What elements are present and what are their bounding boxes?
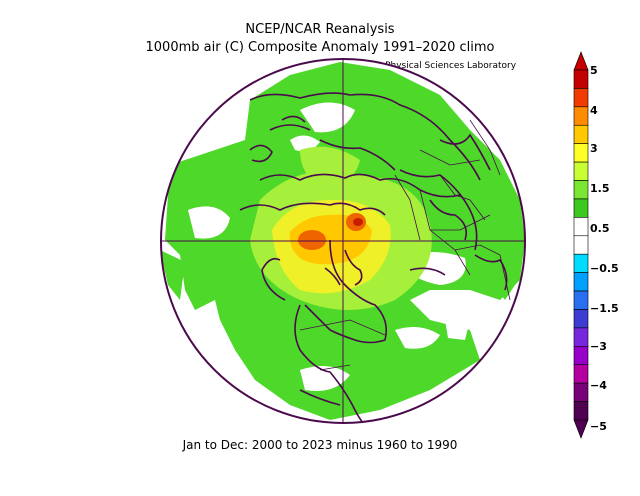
colorbar-swatch	[573, 253, 589, 273]
colorbar-label: 5	[590, 64, 598, 77]
colorbar: 5 4 3 1.5 0.5 −0.5 −1.5 −3 −4 −5	[573, 51, 619, 439]
colorbar-swatch	[573, 346, 589, 366]
colorbar-swatch	[573, 272, 589, 292]
colorbar-swatch	[573, 180, 589, 200]
anomaly-hotspot-1	[298, 230, 326, 250]
colorbar-swatch	[573, 217, 589, 237]
colorbar-swatch	[573, 401, 589, 421]
colorbar-arrow-bottom	[573, 419, 589, 439]
colorbar-swatch	[573, 106, 589, 126]
borders	[299, 119, 511, 371]
colorbar-label: 0.5	[590, 222, 610, 235]
chart-title: NCEP/NCAR Reanalysis	[245, 22, 395, 37]
map-disc	[161, 59, 525, 423]
colorbar-swatch	[573, 143, 589, 163]
colorbar-label: −1.5	[590, 302, 619, 315]
colorbar-swatch	[573, 327, 589, 347]
colorbar-label: 4	[590, 104, 598, 117]
colorbar-label: −4	[590, 379, 607, 392]
colorbar-swatch	[573, 69, 589, 89]
colorbar-swatch	[573, 364, 589, 384]
map-boundary	[160, 58, 526, 424]
colorbar-label: −3	[590, 340, 607, 353]
colorbar-label: −5	[590, 420, 607, 433]
lab-credit: NOAA Physical Sciences Laboratory	[356, 61, 517, 71]
colorbar-swatch	[573, 124, 589, 144]
time-range-caption: Jan to Dec: 2000 to 2023 minus 1960 to 1…	[182, 438, 458, 452]
coastlines	[239, 92, 508, 423]
colorbar-swatch	[573, 382, 589, 402]
colorbar-swatch	[573, 198, 589, 218]
colorbar-swatch	[573, 235, 589, 255]
chart-subtitle: 1000mb air (C) Composite Anomaly 1991–20…	[145, 40, 495, 55]
colorbar-label: −0.5	[590, 262, 619, 275]
colorbar-label: 1.5	[590, 182, 610, 195]
colorbar-swatch	[573, 88, 589, 108]
colorbar-swatch	[573, 161, 589, 181]
colorbar-swatch	[573, 309, 589, 329]
colorbar-arrow-top	[573, 51, 589, 71]
colorbar-swatch	[573, 290, 589, 310]
colorbar-label: 3	[590, 142, 598, 155]
near-zero-patches	[188, 102, 470, 391]
